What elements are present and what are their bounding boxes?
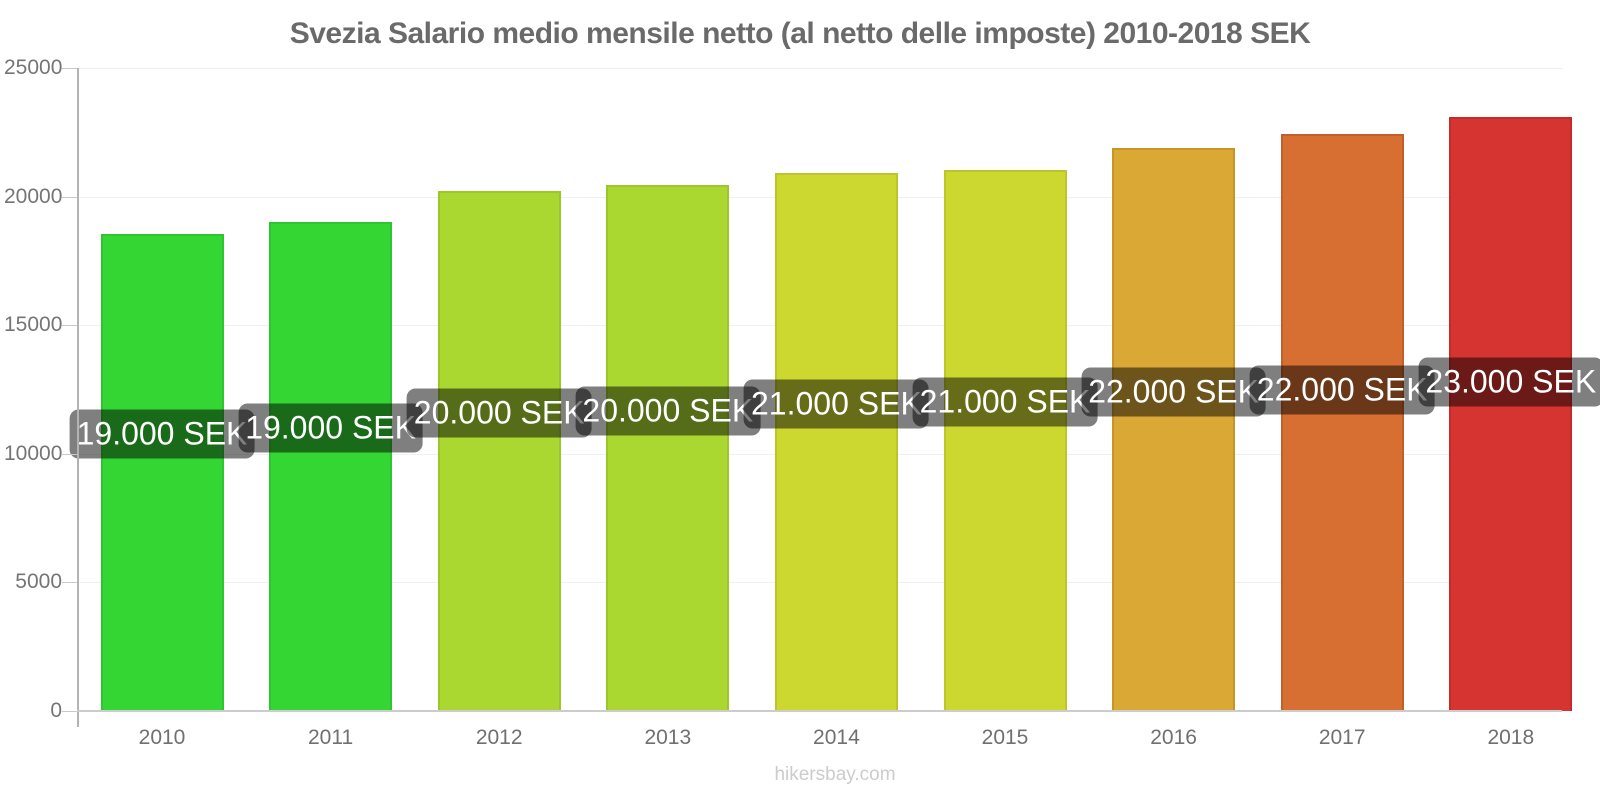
y-tick-label-0: 0 [50, 699, 62, 722]
y-tick-label-25000: 25000 [4, 56, 63, 79]
y-tick-label-20000: 20000 [4, 184, 63, 208]
gridline-25000 [78, 68, 1562, 69]
bar-value-label-2012: 20.000 SEK [406, 388, 592, 438]
bar-2012[interactable] [437, 191, 561, 711]
bar-value-label-2013: 20.000 SEK [575, 386, 761, 436]
chart-title: Svezia Salario medio mensile netto (al n… [289, 17, 1311, 50]
x-tick-label-2015: 2015 [981, 726, 1029, 749]
bar-value-label-2014: 21.000 SEK [743, 379, 929, 429]
bar-2013[interactable] [606, 185, 730, 711]
bar-value-label-2011: 19.000 SEK [238, 403, 423, 453]
watermark-hikersbay: hikersbay.com [774, 764, 896, 785]
x-tick-label-2016: 2016 [1150, 726, 1197, 749]
y-tick-label-15000: 15000 [4, 313, 63, 337]
x-tick-label-2013: 2013 [644, 726, 692, 749]
x-tick-label-2018: 2018 [1487, 726, 1535, 749]
bar-2010[interactable] [100, 233, 224, 711]
x-tick-label-2017: 2017 [1318, 726, 1366, 749]
y-tick-mark-0 [62, 711, 77, 712]
bar-2017[interactable] [1280, 133, 1404, 711]
y-tick-mark-15000 [62, 325, 77, 327]
y-tick-mark-10000 [62, 453, 77, 455]
bar-value-label-2018: 23.000 SEK [1418, 357, 1600, 407]
x-tick-label-2010: 2010 [138, 726, 186, 749]
x-axis [77, 710, 1562, 712]
y-tick-mark-5000 [62, 582, 77, 584]
bar-2018[interactable] [1449, 116, 1573, 711]
bar-2015[interactable] [943, 169, 1067, 711]
y-tick-mark-20000 [62, 196, 77, 198]
bar-value-label-2017: 22.000 SEK [1249, 365, 1435, 415]
y-tick-mark-25000 [62, 68, 77, 69]
bar-value-label-2010: 19.000 SEK [69, 409, 255, 459]
bar-2016[interactable] [1112, 147, 1236, 711]
y-tick-label-10000: 10000 [4, 441, 63, 465]
x-tick-label-2014: 2014 [813, 726, 860, 749]
y-axis [77, 68, 79, 727]
bar-2011[interactable] [269, 222, 393, 711]
x-tick-label-2012: 2012 [475, 726, 523, 749]
bar-value-label-2016: 22.000 SEK [1081, 367, 1266, 417]
y-tick-label-5000: 5000 [15, 570, 62, 594]
bar-2014[interactable] [774, 173, 898, 711]
bar-value-label-2015: 21.000 SEK [912, 377, 1098, 427]
x-tick-label-2011: 2011 [308, 726, 354, 749]
